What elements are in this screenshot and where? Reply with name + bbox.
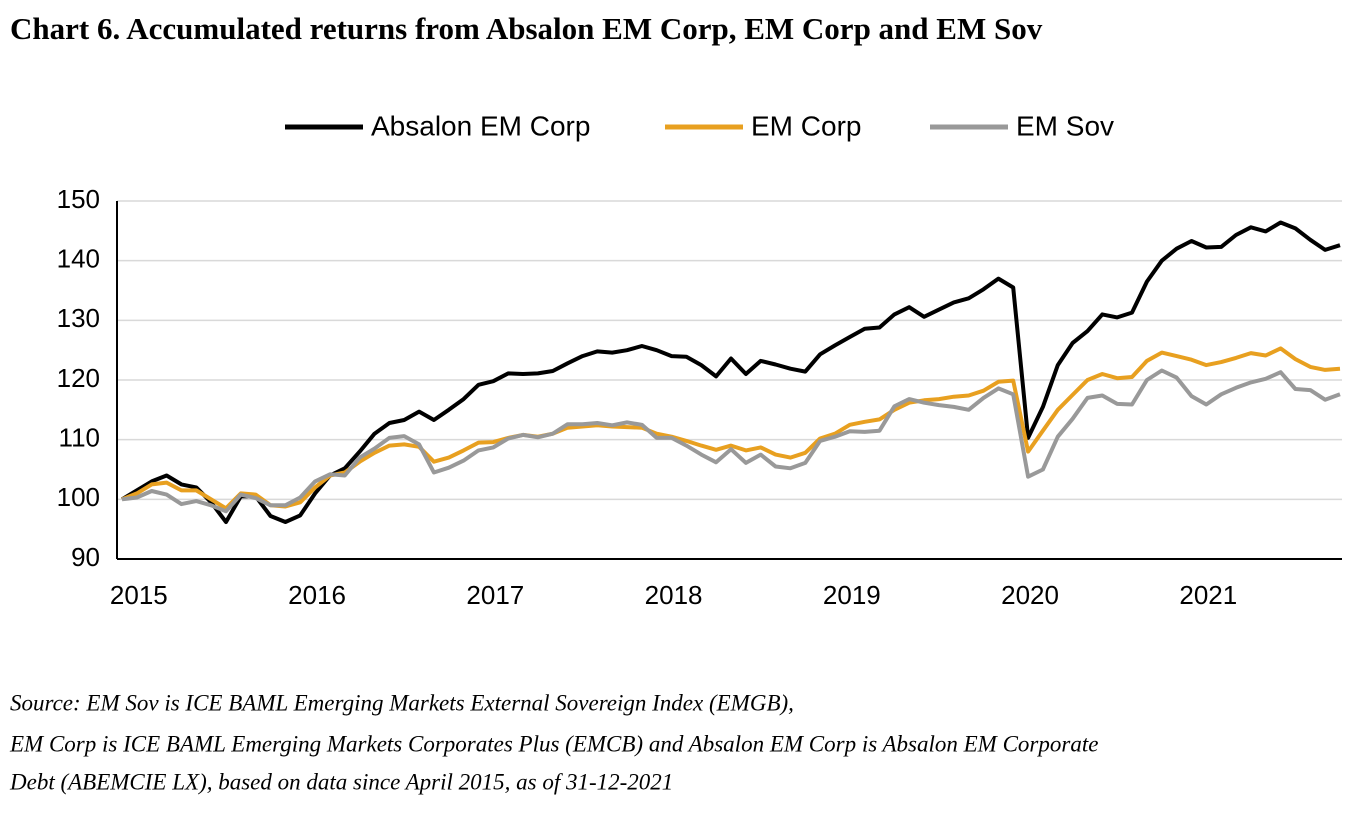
source-note: EM Corp is ICE BAML Emerging Markets Cor… <box>9 731 1098 756</box>
data-line <box>121 346 1341 511</box>
y-tick-label: 110 <box>59 423 100 453</box>
x-tick-label: 2020 <box>1001 580 1059 610</box>
y-tick-label: 120 <box>57 363 100 393</box>
source-note: Debt (ABEMCIE LX), based on data since A… <box>9 769 673 794</box>
y-tick-label: 130 <box>57 303 100 333</box>
legend-label: EM Corp <box>751 110 861 141</box>
x-tick-label: 2017 <box>466 580 524 610</box>
legend-label: Absalon EM Corp <box>371 110 590 141</box>
y-tick-label: 100 <box>57 482 100 512</box>
chart-title: Chart 6. Accumulated returns from Absalo… <box>10 11 1043 46</box>
x-tick-label: 2021 <box>1179 580 1237 610</box>
y-tick-label: 90 <box>71 542 100 572</box>
source-note: Source: EM Sov is ICE BAML Emerging Mark… <box>10 690 794 715</box>
x-tick-label: 2016 <box>288 580 346 610</box>
legend-label: EM Sov <box>1016 110 1114 141</box>
x-tick-label: 2015 <box>110 580 168 610</box>
x-tick-label: 2019 <box>823 580 881 610</box>
y-tick-label: 150 <box>57 184 100 214</box>
y-tick-label: 140 <box>57 244 100 274</box>
x-tick-label: 2018 <box>645 580 703 610</box>
data-line <box>121 368 1341 514</box>
